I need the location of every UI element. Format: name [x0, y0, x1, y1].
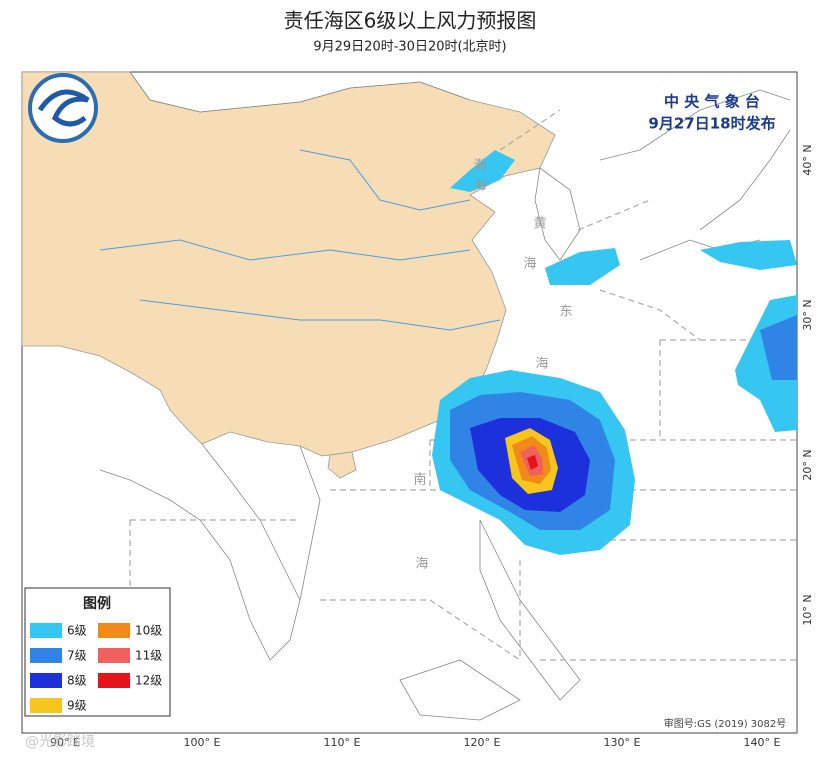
wind-area [527, 455, 538, 470]
latitude-label: 10° N [801, 594, 814, 625]
legend-swatch [98, 673, 130, 688]
watermark: @光影踏境 [25, 734, 95, 750]
legend-label: 7级 [67, 649, 87, 663]
agency: 中 央 气 象 台 [664, 93, 760, 111]
sea-label: 东 [559, 305, 572, 320]
legend-label: 10级 [135, 624, 162, 638]
legend-label: 12级 [135, 674, 162, 688]
longitude-label: 140° E [744, 736, 781, 749]
longitude-label: 130° E [604, 736, 641, 749]
wind-area [760, 315, 797, 380]
sea-label: 渤 [473, 158, 486, 174]
wind-area [700, 240, 797, 270]
sea-label: 海 [523, 257, 536, 272]
sea-label: 黄 [533, 217, 546, 232]
legend-swatch [30, 673, 62, 688]
latitude-label: 40° N [801, 144, 814, 175]
latitude-label: 30° N [801, 299, 814, 330]
legend-swatch [98, 623, 130, 638]
legend-swatch [30, 698, 62, 713]
longitude-label: 110° E [324, 736, 361, 749]
legend-label: 6级 [67, 624, 87, 638]
sea-label: 海 [473, 179, 486, 194]
sea-label: 海 [535, 357, 548, 372]
legend-swatch [98, 648, 130, 663]
longitude-label: 120° E [464, 736, 501, 749]
approval-number: 审图号:GS (2019) 3082号 [664, 717, 787, 730]
sea-label: 南 [413, 472, 426, 488]
legend-label: 11级 [135, 649, 162, 663]
legend-swatch [30, 623, 62, 638]
legend: 图例 6级 7级 8级 9级 10级 11级 12级 [24, 587, 171, 717]
legend-label: 9级 [67, 699, 87, 713]
legend-swatch [30, 648, 62, 663]
wind-area [450, 150, 515, 192]
subtitle: 9月29日20时-30日20时(北京时) [313, 40, 506, 55]
issue-time: 9月27日18时发布 [648, 115, 775, 133]
sea-label: 海 [415, 557, 428, 572]
legend-label: 8级 [67, 674, 87, 688]
title: 责任海区6级以上风力预报图 [284, 9, 537, 33]
legend-title: 图例 [83, 595, 111, 612]
wind-areas [432, 150, 797, 555]
wind-area [545, 248, 620, 285]
latitude-label: 20° N [801, 449, 814, 480]
longitude-label: 100° E [184, 736, 221, 749]
longitude-label: 90° E [50, 736, 80, 749]
